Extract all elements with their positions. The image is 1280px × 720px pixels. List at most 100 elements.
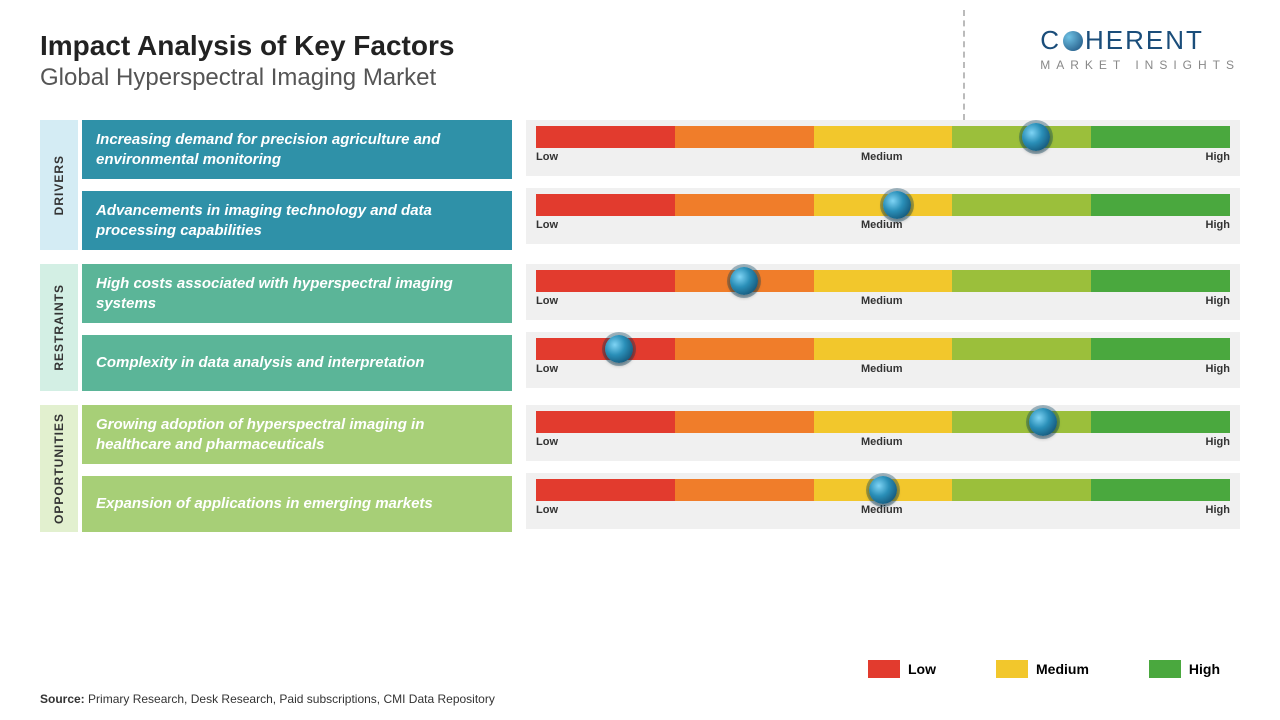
gauge-bar bbox=[536, 338, 1230, 360]
gauge-segment bbox=[952, 338, 1091, 360]
gauge-segment bbox=[536, 479, 675, 501]
gauge-bar bbox=[536, 126, 1230, 148]
gauge-label-high: High bbox=[1206, 504, 1230, 516]
legend-swatch bbox=[868, 660, 900, 678]
gauge-segment bbox=[814, 338, 953, 360]
source-line: Source: Primary Research, Desk Research,… bbox=[40, 692, 495, 706]
gauge-labels: Low Medium High bbox=[536, 295, 1230, 307]
gauge-label-medium: Medium bbox=[861, 295, 903, 307]
factor-group: RESTRAINTS High costs associated with hyp… bbox=[40, 264, 1240, 391]
gauge-segment bbox=[675, 411, 814, 433]
gauge-segment bbox=[1091, 338, 1230, 360]
legend-label: High bbox=[1189, 661, 1220, 677]
category-label: OPPORTUNITIES bbox=[52, 413, 66, 524]
gauge-knob bbox=[1022, 123, 1050, 151]
gauge-segment bbox=[1091, 194, 1230, 216]
gauge-bar bbox=[536, 479, 1230, 501]
gauge-label-medium: Medium bbox=[861, 436, 903, 448]
factor-box: High costs associated with hyperspectral… bbox=[82, 264, 512, 323]
gauge-segment bbox=[675, 126, 814, 148]
gauge-segment bbox=[814, 411, 953, 433]
gauge-labels: Low Medium High bbox=[536, 151, 1230, 163]
impact-gauge: Low Medium High bbox=[526, 332, 1240, 388]
factors-grid: DRIVERS Increasing demand for precision a… bbox=[40, 120, 1240, 532]
gauge-segment bbox=[1091, 411, 1230, 433]
logo-globe-icon bbox=[1063, 31, 1083, 51]
category-label: DRIVERS bbox=[52, 155, 66, 215]
logo-text-post: HERENT bbox=[1085, 25, 1204, 55]
legend-item: High bbox=[1149, 660, 1220, 678]
gauge-segment bbox=[814, 126, 953, 148]
gauge-labels: Low Medium High bbox=[536, 219, 1230, 231]
gauge-segment bbox=[536, 270, 675, 292]
legend: Low Medium High bbox=[868, 660, 1220, 678]
impact-gauge: Low Medium High bbox=[526, 120, 1240, 176]
category-label: RESTRAINTS bbox=[52, 284, 66, 371]
gauge-column: Low Medium High Low Medium High bbox=[526, 120, 1240, 250]
gauge-labels: Low Medium High bbox=[536, 436, 1230, 448]
gauge-knob bbox=[1029, 408, 1057, 436]
gauge-label-medium: Medium bbox=[861, 504, 903, 516]
factor-group: OPPORTUNITIES Growing adoption of hypersp… bbox=[40, 405, 1240, 532]
factor-column: High costs associated with hyperspectral… bbox=[82, 264, 512, 391]
gauge-segment bbox=[675, 479, 814, 501]
gauge-label-low: Low bbox=[536, 436, 558, 448]
gauge-label-medium: Medium bbox=[861, 219, 903, 231]
legend-item: Low bbox=[868, 660, 936, 678]
gauge-label-low: Low bbox=[536, 219, 558, 231]
legend-swatch bbox=[1149, 660, 1181, 678]
gauge-knob bbox=[605, 335, 633, 363]
gauge-segment bbox=[536, 411, 675, 433]
factor-column: Growing adoption of hyperspectral imagin… bbox=[82, 405, 512, 532]
gauge-column: Low Medium High Low Medium High bbox=[526, 264, 1240, 391]
gauge-labels: Low Medium High bbox=[536, 504, 1230, 516]
gauge-bar bbox=[536, 411, 1230, 433]
gauge-label-medium: Medium bbox=[861, 151, 903, 163]
factor-box: Growing adoption of hyperspectral imagin… bbox=[82, 405, 512, 464]
gauge-segment bbox=[814, 270, 953, 292]
gauge-labels: Low Medium High bbox=[536, 363, 1230, 375]
factor-box: Increasing demand for precision agricult… bbox=[82, 120, 512, 179]
gauge-label-high: High bbox=[1206, 151, 1230, 163]
gauge-label-low: Low bbox=[536, 363, 558, 375]
gauge-label-low: Low bbox=[536, 151, 558, 163]
gauge-label-high: High bbox=[1206, 295, 1230, 307]
category-tab: DRIVERS bbox=[40, 120, 78, 250]
gauge-label-low: Low bbox=[536, 295, 558, 307]
gauge-segment bbox=[1091, 270, 1230, 292]
source-label: Source: bbox=[40, 692, 85, 706]
impact-gauge: Low Medium High bbox=[526, 188, 1240, 244]
legend-swatch bbox=[996, 660, 1028, 678]
legend-item: Medium bbox=[996, 660, 1089, 678]
factor-column: Increasing demand for precision agricult… bbox=[82, 120, 512, 250]
factor-box: Expansion of applications in emerging ma… bbox=[82, 476, 512, 532]
gauge-label-low: Low bbox=[536, 504, 558, 516]
legend-label: Medium bbox=[1036, 661, 1089, 677]
factor-group: DRIVERS Increasing demand for precision a… bbox=[40, 120, 1240, 250]
legend-label: Low bbox=[908, 661, 936, 677]
gauge-bar bbox=[536, 270, 1230, 292]
gauge-segment bbox=[952, 194, 1091, 216]
gauge-segment bbox=[675, 194, 814, 216]
gauge-label-high: High bbox=[1206, 219, 1230, 231]
gauge-label-high: High bbox=[1206, 363, 1230, 375]
gauge-bar bbox=[536, 194, 1230, 216]
gauge-segment bbox=[536, 126, 675, 148]
gauge-label-medium: Medium bbox=[861, 363, 903, 375]
gauge-label-high: High bbox=[1206, 436, 1230, 448]
category-tab: OPPORTUNITIES bbox=[40, 405, 78, 532]
brand-logo: C HERENT MARKET INSIGHTS bbox=[1040, 25, 1240, 72]
impact-gauge: Low Medium High bbox=[526, 264, 1240, 320]
gauge-segment bbox=[952, 411, 1091, 433]
factor-box: Advancements in imaging technology and d… bbox=[82, 191, 512, 250]
factor-box: Complexity in data analysis and interpre… bbox=[82, 335, 512, 391]
source-text: Primary Research, Desk Research, Paid su… bbox=[88, 692, 495, 706]
logo-tagline: MARKET INSIGHTS bbox=[1040, 58, 1240, 72]
logo-text-pre: C bbox=[1040, 25, 1061, 55]
vertical-separator bbox=[963, 10, 965, 120]
gauge-knob bbox=[869, 476, 897, 504]
gauge-knob bbox=[730, 267, 758, 295]
gauge-column: Low Medium High Low Medium High bbox=[526, 405, 1240, 532]
gauge-segment bbox=[1091, 479, 1230, 501]
gauge-knob bbox=[883, 191, 911, 219]
